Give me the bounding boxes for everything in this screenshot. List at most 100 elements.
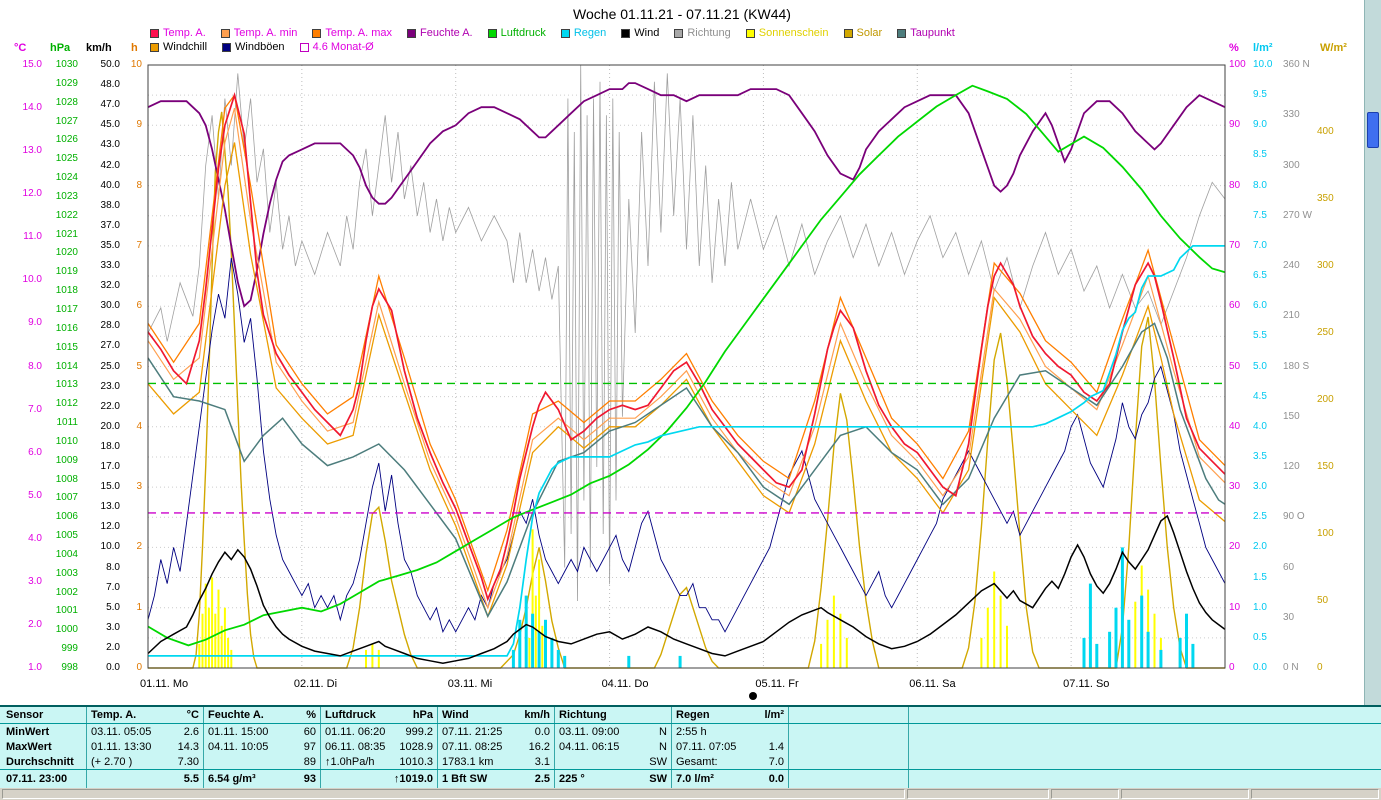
series-regen-rate	[1095, 643, 1099, 668]
x-axis-label: 07.11. So	[1063, 678, 1110, 690]
x-axis-label: 03.11. Mi	[447, 678, 493, 690]
axis-tick-kmh: 35.0	[100, 239, 120, 251]
axis-tick-kmh: 7.0	[106, 581, 120, 593]
weather-chart[interactable]	[0, 0, 1364, 705]
axis-tick-hPa: 1015	[55, 341, 78, 353]
table-cell: 06.11. 08:35 1028.9	[320, 739, 437, 754]
axis-tick-hPa: 1016	[55, 322, 78, 334]
table-cell-empty	[908, 724, 1381, 739]
axis-tick-hPa: 1028	[55, 96, 78, 108]
axis-tick-kmh: 50.0	[100, 59, 120, 70]
axis-tick-hPa: 1008	[55, 473, 78, 485]
axis-tick-dir: 210	[1283, 310, 1300, 322]
legend-item-windchill[interactable]: Windchill	[150, 41, 207, 54]
axis-tick-lm2: 9.5	[1253, 89, 1267, 101]
series-regen-rate	[1114, 607, 1118, 668]
series-wind	[147, 514, 1226, 664]
series-sonnenschein	[1147, 589, 1150, 668]
series-regen-rate	[518, 619, 522, 668]
axis-tick-h: 2	[136, 541, 142, 553]
series-sonnenschein	[217, 589, 220, 668]
table-cell: SW	[554, 754, 671, 769]
stats-table: Sensor Temp. A. °C Feuchte A.% Luftdruck hPa W…	[0, 705, 1381, 788]
series-sonnenschein	[204, 583, 207, 668]
chart-panel: Woche 01.11.21 - 07.11.21 (KW44) Temp. A…	[0, 0, 1364, 705]
table-cell: ↑1.0hPa/h 1010.3	[320, 754, 437, 769]
legend-label: Solar	[856, 27, 883, 39]
series-regen-rate	[511, 649, 515, 668]
legend-color-box	[407, 29, 417, 38]
legend-item-temp-a[interactable]: Temp. A.	[150, 27, 206, 40]
axis-tick-dir: 90 O	[1283, 511, 1305, 523]
axis-tick-lm2: 4.5	[1253, 390, 1267, 402]
table-cell-empty	[908, 770, 1381, 788]
axis-tick-lm2: 1.5	[1253, 571, 1267, 583]
legend-color-box	[150, 29, 159, 38]
legend-label: Luftdruck	[500, 27, 546, 39]
axis-tick-hPa: 1000	[55, 624, 78, 636]
legend-item-4-6-monat[interactable]: 4.6 Monat-Ø	[299, 41, 374, 54]
axis-tick-wm2: 300	[1317, 260, 1334, 271]
table-cell: 225 ° SW	[554, 770, 671, 788]
legend-item-wind[interactable]: Wind	[621, 27, 659, 40]
table-row-label: 07.11. 23:00	[6, 773, 68, 785]
legend-item-richtung[interactable]: Richtung	[674, 27, 731, 40]
axis-tick-degC: 4.0	[28, 532, 42, 544]
axis-tick-hPa: 1030	[55, 59, 78, 70]
position-marker-dot[interactable]	[749, 692, 758, 700]
table-cell: Feuchte A.%	[203, 707, 320, 723]
axis-tick-kmh: 32.0	[100, 280, 120, 292]
axis-tick-hPa: 1022	[55, 209, 78, 221]
axis-tick-h: 3	[136, 481, 142, 493]
series-regen-rate	[1127, 619, 1131, 668]
axis-tick-kmh: 12.0	[100, 521, 120, 533]
axis-tick-kmh: 10.0	[100, 541, 120, 553]
axis-tick-h: 7	[136, 239, 142, 251]
legend-item-sonnenschein[interactable]: Sonnenschein	[745, 27, 829, 40]
legend-item-solar[interactable]: Solar	[843, 27, 883, 40]
status-segment	[2, 789, 905, 799]
axis-tick-kmh: 3.0	[106, 621, 120, 633]
series-regen-rate	[1120, 547, 1124, 668]
legend-item-feuchte-a[interactable]: Feuchte A.	[407, 27, 473, 40]
table-cell: 04.11. 10:05 97	[203, 739, 320, 754]
axis-tick-lm2: 0.5	[1253, 631, 1267, 643]
axis-tick-dir: 30	[1283, 611, 1295, 623]
series-regen-rate	[1140, 595, 1144, 668]
axis-tick-hPa: 1002	[55, 586, 78, 598]
axis-tick-wm2: 400	[1317, 126, 1334, 137]
axis-tick-dir: 60	[1283, 561, 1295, 573]
series-taupunkt	[147, 322, 1226, 619]
axis-tick-h: 8	[136, 179, 142, 191]
axis-tick-pct: 70	[1229, 239, 1241, 251]
series-regen-rate	[524, 595, 528, 668]
status-segment	[1251, 789, 1379, 799]
legend-label: Temp. A. min	[233, 27, 298, 39]
series-regen-rate	[1185, 613, 1188, 668]
legend-color-box	[312, 29, 322, 38]
legend-item-luftdruck[interactable]: Luftdruck	[487, 27, 546, 40]
scrollbar-thumb[interactable]	[1367, 112, 1379, 148]
axis-tick-kmh: 23.0	[100, 380, 120, 392]
axis-tick-lm2: 8.5	[1253, 149, 1267, 161]
status-segment	[1051, 789, 1119, 799]
x-axis-label: 01.11. Mo	[140, 678, 189, 690]
vertical-scrollbar[interactable]	[1364, 0, 1381, 705]
axis-tick-hPa: 1027	[55, 115, 78, 127]
series-sonnenschein	[538, 559, 541, 668]
series-temp	[147, 91, 1226, 602]
axis-tick-hPa: 1029	[55, 77, 78, 89]
legend-item-temp-a-min[interactable]: Temp. A. min	[220, 27, 298, 40]
axis-tick-hPa: 1018	[55, 285, 78, 297]
legend-color-box	[621, 29, 631, 38]
legend-item-taupunkt[interactable]: Taupunkt	[897, 27, 955, 40]
legend-item-windb-en[interactable]: Windböen	[222, 41, 285, 54]
axis-tick-dir: 0 N	[1283, 662, 1299, 673]
table-cell: 03.11. 05:05 2.6	[86, 724, 203, 739]
axis-tick-wm2: 100	[1317, 528, 1334, 539]
legend-item-temp-a-max[interactable]: Temp. A. max	[312, 27, 392, 40]
legend-item-regen[interactable]: Regen	[560, 27, 606, 40]
axis-tick-lm2: 3.0	[1253, 481, 1267, 493]
table-cell: 07.11. 07:05 1.4	[671, 739, 788, 754]
table-cell: (+ 2.70 ) 7.30	[86, 754, 203, 769]
